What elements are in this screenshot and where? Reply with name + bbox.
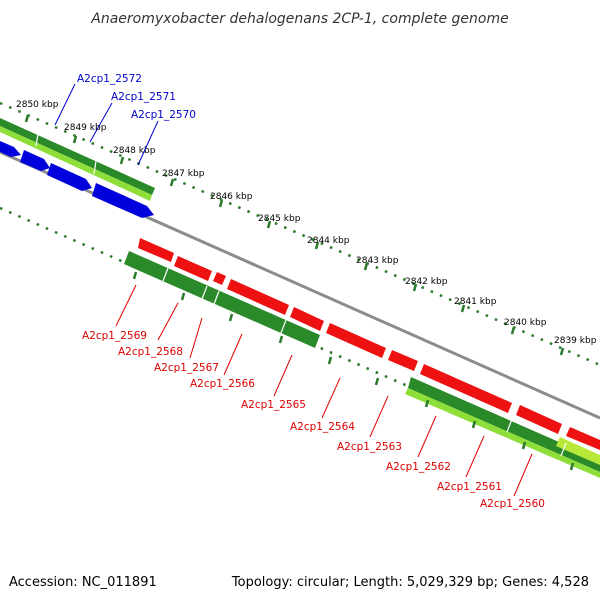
forward-cds-divider [93,160,97,175]
major-tick [266,220,272,229]
major-tick [424,399,430,408]
gene-label: A2cp1_2571 [111,91,176,103]
major-tick [218,199,224,208]
major-tick [569,462,575,471]
major-tick [228,313,234,322]
major-tick [278,335,284,344]
reverse-gene-labels: A2cp1_2569 A2cp1_2568 A2cp1_2567 A2cp1_2… [82,284,545,510]
major-tick [180,292,186,301]
kbp-label: 2848 kbp [113,146,156,156]
gene-label: A2cp1_2572 [77,73,142,85]
leader-line [137,120,159,166]
major-tick [132,271,138,280]
major-ticks [24,114,575,471]
leader-line [223,333,243,376]
kbp-label: 2842 kbp [405,277,448,287]
leader-line [513,453,533,497]
accession-text: Accession: NC_011891 [9,575,157,590]
reverse-cds-divider [162,267,169,282]
leader-line [89,102,113,143]
kbp-label: 2841 kbp [454,297,497,307]
reverse-gene-arrow [388,350,418,371]
leader-line [417,415,437,458]
reverse-cds-divider [280,319,287,334]
kbp-label: 2839 kbp [554,336,597,346]
major-tick [412,283,418,292]
reverse-gene-arrow [516,405,562,434]
gene-label: A2cp1_2563 [337,441,402,453]
reverse-gene-arrow [290,307,324,331]
reverse-cds-light-band [556,437,600,465]
major-tick [314,241,320,250]
leader-line [157,302,179,341]
major-tick [327,356,333,365]
major-tick [72,135,78,144]
gene-label: A2cp1_2560 [480,498,545,510]
major-tick [24,114,30,123]
forward-cds-light-band [0,126,152,201]
reverse-gene-arrow [213,272,226,285]
leader-line [54,83,76,126]
tracks [0,101,600,478]
major-tick [559,347,565,356]
forward-gene-arrow [0,141,21,157]
reverse-cds-band [408,377,600,472]
kbp-label: 2846 kbp [210,192,253,202]
forward-gene-labels: A2cp1_2572 A2cp1_2571 A2cp1_2570 [54,73,196,166]
leader-line [115,284,137,327]
kbp-label: 2845 kbp [258,214,301,224]
forward-cds-divider [35,133,39,147]
map-title: Anaeromyxobacter dehalogenans 2CP-1, com… [90,11,508,27]
reverse-cds-divider [201,285,208,300]
gene-label: A2cp1_2569 [82,330,147,342]
kbp-label: 2840 kbp [504,318,547,328]
reverse-gene-arrow [174,256,212,281]
kbp-label: 2844 kbp [307,236,350,246]
gene-label: A2cp1_2565 [241,399,306,411]
kbp-label: 2843 kbp [356,256,399,266]
reverse-cds-divider [560,442,567,457]
gene-label: A2cp1_2567 [154,362,219,374]
kbp-label: 2849 kbp [64,123,107,133]
reverse-gene-arrow [138,238,174,262]
leader-line [189,317,203,359]
forward-cds-band [0,118,155,195]
forward-gene-arrow [20,150,50,171]
major-tick [510,326,516,335]
major-tick [363,262,369,271]
gene-label: A2cp1_2562 [386,461,451,473]
leader-line [465,435,485,478]
major-tick [521,441,527,450]
major-tick [460,304,466,313]
leader-line [273,354,293,397]
leader-line [369,395,389,438]
reverse-cds-divider [506,418,513,433]
reverse-gene-arrow [227,279,289,315]
gene-label: A2cp1_2566 [190,378,255,390]
reverse-gene-arrow [420,364,512,413]
kbp-label: 2850 kbp [16,100,59,110]
forward-gene-arrow [92,183,154,218]
reverse-cds-band [124,251,320,348]
major-tick [119,156,125,165]
forward-gene-arrow [47,163,92,191]
gene-label: A2cp1_2561 [437,481,502,493]
reverse-gene-arrow [326,323,386,358]
reverse-cds-divider [213,290,220,305]
leader-line [321,377,341,419]
topology-text: Topology: circular; Length: 5,029,329 bp… [231,575,589,590]
major-tick [471,420,477,429]
major-tick [374,377,380,386]
gene-label: A2cp1_2564 [290,421,355,433]
kbp-label: 2847 kbp [162,169,205,179]
reverse-gene-arrow [566,427,600,450]
gene-label: A2cp1_2568 [118,346,183,358]
major-tick [169,178,175,187]
reverse-cds-light-band [405,388,600,478]
backbone [0,150,600,420]
gene-label: A2cp1_2570 [131,109,196,121]
kbp-labels: 2850 kbp 2849 kbp 2848 kbp 2847 kbp 2846… [16,100,597,346]
